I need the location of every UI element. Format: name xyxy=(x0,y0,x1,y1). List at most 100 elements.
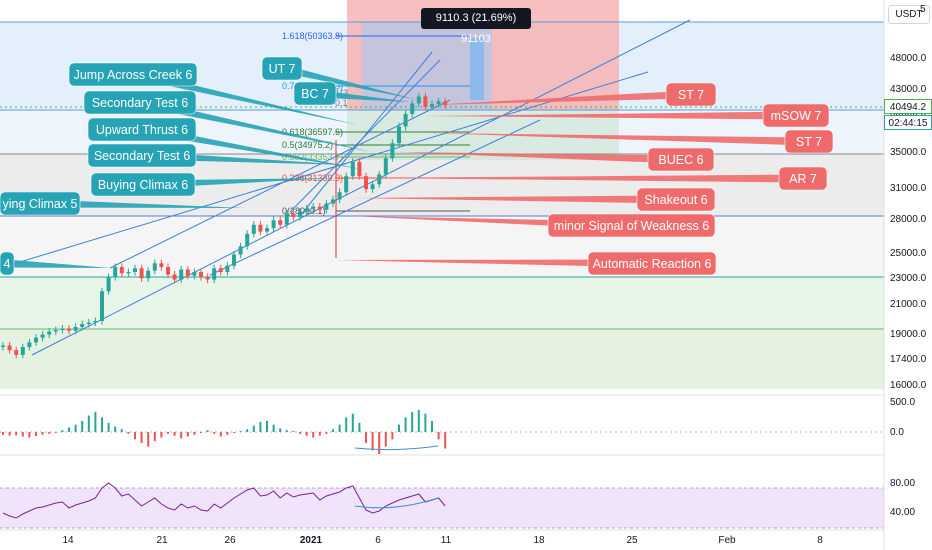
callout-left-box xyxy=(0,191,81,216)
callout-left-label: 4 xyxy=(4,257,11,271)
candle-body xyxy=(251,224,256,234)
rsi-tick-label: 40.00 xyxy=(890,507,915,518)
y-tick-label: 16000.0 xyxy=(890,380,927,391)
candle-body xyxy=(166,267,170,275)
candle-body xyxy=(47,331,52,335)
callout-left-label: BC 7 xyxy=(301,87,329,101)
macd-bar xyxy=(74,424,77,432)
rsi-tick-label: 80.00 xyxy=(890,478,915,489)
macd-bar xyxy=(94,411,97,432)
macd-divergence-curve xyxy=(354,445,439,451)
callout-left-box xyxy=(83,90,197,115)
candle-body xyxy=(113,267,118,277)
macd-bar xyxy=(411,411,414,432)
macd-bar xyxy=(325,432,328,434)
y-tick-label: 17400.0 xyxy=(890,354,927,365)
macd-bar xyxy=(226,432,229,435)
macd-bar xyxy=(318,432,321,436)
callout-left-label: UT 7 xyxy=(269,62,296,76)
macd-bar xyxy=(87,415,90,432)
candle-body xyxy=(185,269,190,276)
x-tick-label: 25 xyxy=(626,535,638,546)
callout-right-pointer xyxy=(430,90,691,105)
candle-body xyxy=(225,265,230,272)
macd-tick-label: 500.0 xyxy=(890,397,915,408)
trend-lines xyxy=(0,19,691,356)
candle-body xyxy=(27,342,32,348)
candle-body xyxy=(126,272,131,274)
candle-body xyxy=(146,270,151,279)
candle-body xyxy=(205,277,210,280)
x-tick-label: 8 xyxy=(817,535,823,546)
candle-body xyxy=(100,291,104,321)
y-tick-label: 28000.0 xyxy=(890,214,927,225)
candle-body xyxy=(199,272,203,277)
macd-bar xyxy=(391,432,394,440)
macd-bar xyxy=(246,429,249,432)
macd-bar xyxy=(153,432,156,442)
candle-body xyxy=(436,101,441,105)
callout-left-pointer xyxy=(7,259,110,268)
macd-bar xyxy=(437,432,440,440)
callout-left-box xyxy=(87,143,197,168)
candles xyxy=(1,92,448,359)
fib-label: 0.618(36597.6) xyxy=(282,127,343,137)
macd-bar xyxy=(312,432,315,438)
macd-bar xyxy=(101,417,103,432)
macd-bar xyxy=(404,417,407,432)
y-tick-label: 43000.0 xyxy=(890,84,927,95)
callout-right-label: minor Signal of Weakness 6 xyxy=(554,219,709,233)
candle-body xyxy=(278,220,283,225)
macd-bar xyxy=(351,413,354,432)
callout-right-pointer xyxy=(395,152,681,164)
macd-bar xyxy=(285,430,288,432)
macd-bar xyxy=(259,421,262,432)
candle-body xyxy=(304,208,309,212)
candle-body xyxy=(7,345,12,351)
candle-body xyxy=(133,268,137,272)
macd-bar xyxy=(8,432,11,436)
candle-body xyxy=(344,176,349,193)
candle-body xyxy=(14,350,19,355)
macd-bar xyxy=(371,432,374,451)
current-price-text: 40494.2 xyxy=(889,102,927,113)
callout-left-box xyxy=(0,251,15,276)
candle-body xyxy=(106,277,111,292)
callout-left-pointer xyxy=(40,199,245,208)
candle-body xyxy=(179,269,184,280)
x-tick-label: Feb xyxy=(718,535,736,546)
callout-left-box xyxy=(293,81,337,106)
macd-bar xyxy=(173,432,176,436)
macd-bar xyxy=(305,432,308,436)
currency-badge[interactable]: USDT xyxy=(888,5,930,24)
macd-bar xyxy=(378,432,381,454)
candle-body xyxy=(245,233,250,247)
macd-bar xyxy=(444,432,447,449)
candle-body xyxy=(311,206,316,209)
macd-bar xyxy=(206,430,209,432)
fib-label: 1.618(50363.8) xyxy=(282,31,343,41)
callout-left-box xyxy=(68,62,198,87)
candle-body xyxy=(73,327,78,331)
callout-right-box xyxy=(647,147,715,172)
candle-body xyxy=(218,268,223,272)
macd-bar xyxy=(68,427,70,432)
candle-body xyxy=(152,263,157,271)
callout-right-label: AR 7 xyxy=(789,172,817,186)
macd-bar xyxy=(2,432,4,435)
x-tick-label: 18 xyxy=(533,535,545,546)
candle-body xyxy=(397,126,401,144)
candle-body xyxy=(60,328,65,330)
macd-bar xyxy=(332,429,334,432)
candle-body xyxy=(20,347,25,355)
candle-body xyxy=(212,268,217,280)
macd-bar xyxy=(134,432,136,440)
x-tick-label: 6 xyxy=(375,535,381,546)
callout-left-label: Secondary Test 6 xyxy=(94,149,190,163)
zone-light-green xyxy=(0,277,884,329)
macd-bar xyxy=(424,413,427,432)
macd-bar xyxy=(384,432,387,447)
currency-label: USDT xyxy=(895,9,923,20)
callout-left-pointer xyxy=(140,98,372,152)
callout-right-pointer xyxy=(355,195,676,204)
